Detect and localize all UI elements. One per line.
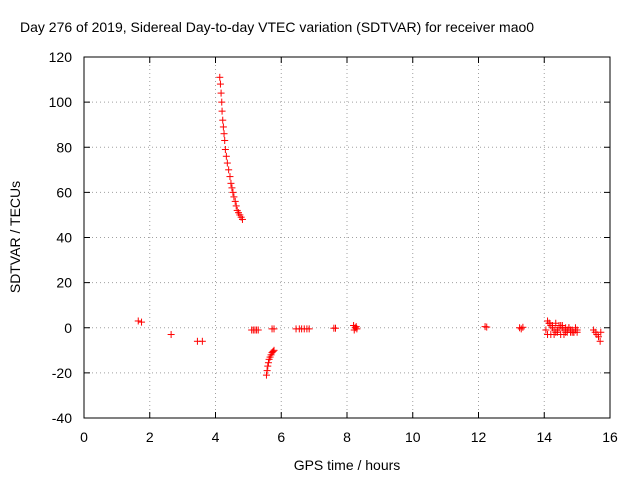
data-point [229,188,237,196]
x-tick-label: 14 [536,429,552,445]
data-point [230,193,238,201]
y-tick-label: -40 [52,410,72,426]
data-point [270,325,278,333]
data-point [223,159,231,167]
data-point [231,197,239,205]
data-points [134,73,605,379]
axis-ticks: 0 2 4 6 8 10 12 14 16 -40 -20 0 20 40 60 80 100 120 [49,49,618,445]
y-tick-label: 20 [56,275,72,291]
data-point [254,326,262,334]
y-tick-label: 80 [56,139,72,155]
data-point [264,362,272,370]
data-point [519,323,527,331]
grid-lines [84,57,610,418]
y-axis-label: SDTVAR / TECUs [7,181,23,293]
data-point [573,328,581,336]
data-point [263,367,271,375]
data-point [305,325,313,333]
data-point [262,371,270,379]
data-point [219,116,227,124]
data-point [226,173,234,181]
data-point [225,166,233,174]
x-tick-label: 4 [212,429,220,445]
data-point [198,337,206,345]
chart-title: Day 276 of 2019, Sidereal Day-to-day VTE… [20,19,534,35]
y-tick-label: 100 [49,94,73,110]
y-tick-label: 120 [49,49,73,65]
x-tick-label: 8 [343,429,351,445]
data-point [220,130,228,138]
plot-frame [83,56,611,419]
data-point [596,337,604,345]
data-point [221,136,229,144]
data-point [216,80,224,88]
data-point [571,324,579,332]
data-point [269,347,277,355]
x-tick-label: 16 [602,429,618,445]
data-point [138,318,146,326]
data-point [232,202,240,210]
data-point [331,324,339,332]
data-point [542,326,550,334]
data-point [219,123,227,131]
data-point [517,325,525,333]
data-point [222,152,230,160]
data-point [216,73,224,81]
data-point [238,215,246,223]
x-tick-label: 2 [146,429,154,445]
data-point [218,98,226,106]
data-point [228,184,236,192]
data-point [218,107,226,115]
y-tick-label: 0 [64,320,72,336]
data-point [134,317,142,325]
data-point [221,146,229,154]
x-tick-label: 6 [277,429,285,445]
x-axis-label: GPS time / hours [294,457,401,473]
x-tick-label: 12 [471,429,487,445]
y-tick-label: 40 [56,230,72,246]
data-point [217,89,225,97]
data-point [350,326,358,334]
data-point [594,333,602,341]
data-point [270,346,278,354]
x-tick-label: 0 [80,429,88,445]
data-point [167,331,175,339]
data-point [597,328,605,336]
y-tick-label: 60 [56,184,72,200]
x-tick-label: 10 [405,429,421,445]
y-tick-label: -20 [52,365,72,381]
data-point [227,179,235,187]
data-point [264,359,272,367]
data-point [483,323,491,331]
